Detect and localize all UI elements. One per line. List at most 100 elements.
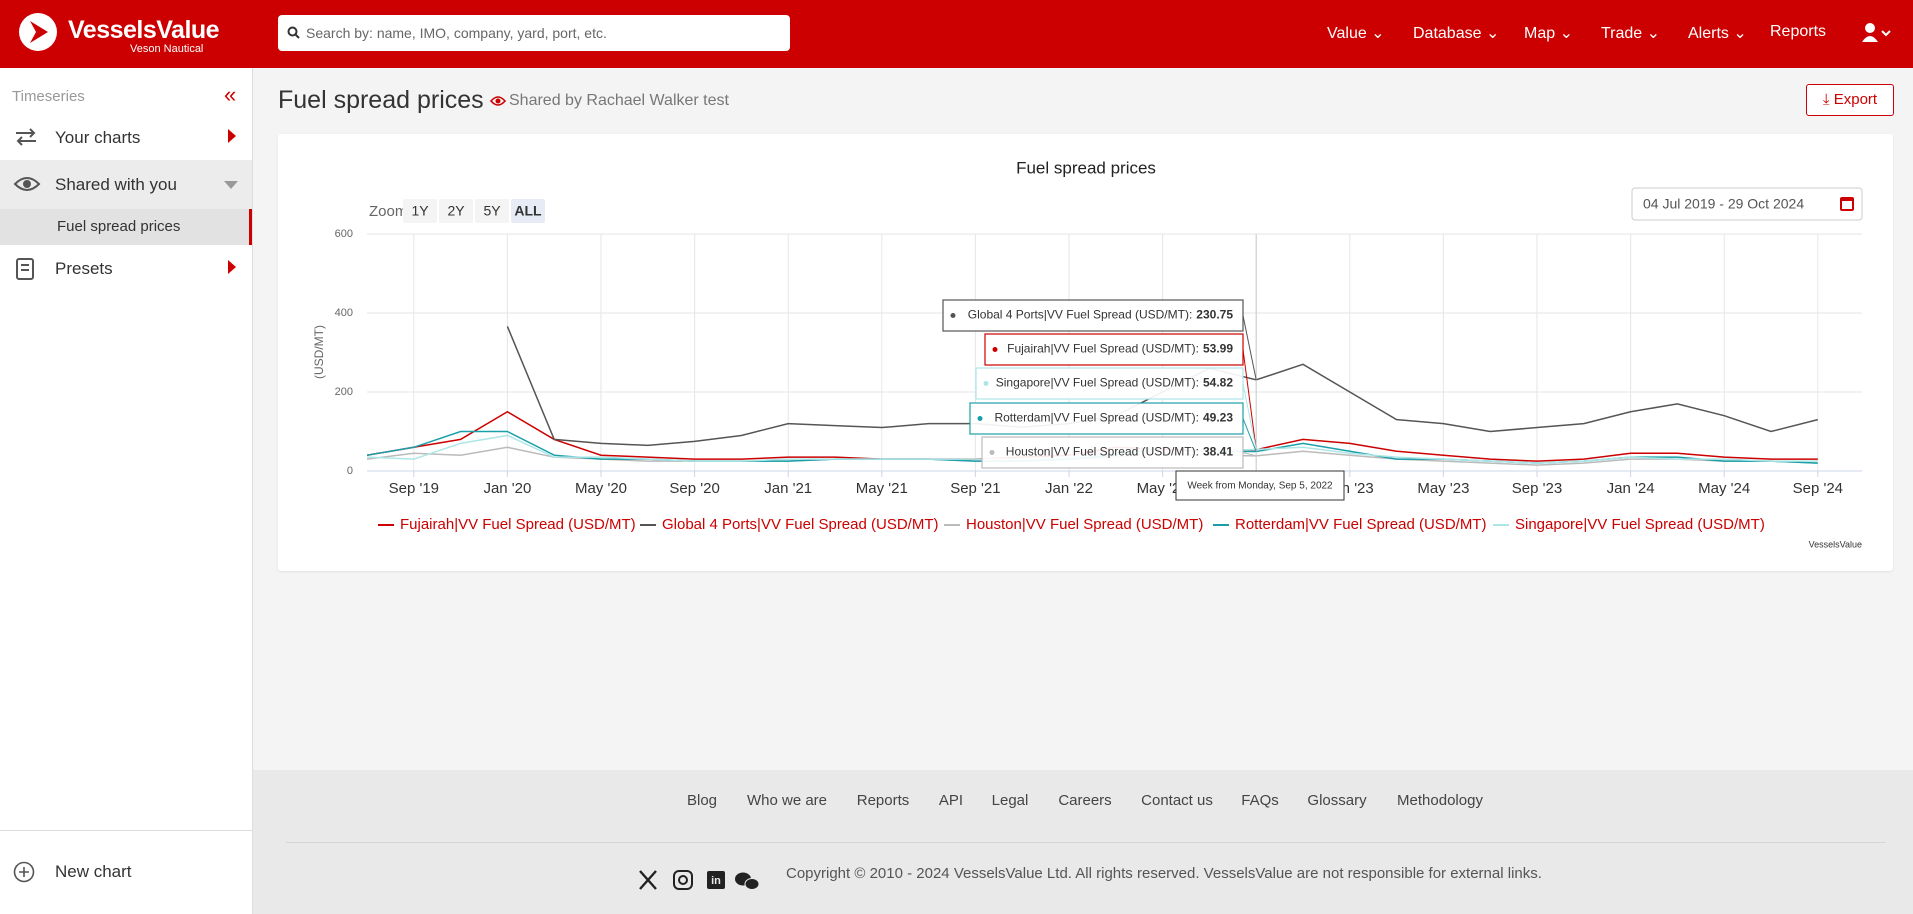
zoom-button-label: 5Y [483,203,501,219]
tooltip-label: Singapore|VV Fuel Spread (USD/MT): [996,376,1199,390]
tooltip-box [975,367,1244,400]
x-tick-label: Jan '21 [764,480,812,497]
shared-icon [490,96,506,106]
x-tick-label: Jan '24 [1607,480,1655,497]
tooltip-text: Singapore|VV Fuel Spread (USD/MT): 54.82 [996,376,1234,390]
nav-item[interactable]: Trade ⌄ [1601,25,1661,42]
nav-label: Database [1413,25,1482,42]
x-tick-label: Sep '21 [950,480,1000,497]
y-axis-label: (USD/MT) [312,325,326,379]
tooltip-date: Week from Monday, Sep 5, 2022 [1187,481,1333,492]
social-icons[interactable]: in [637,868,765,892]
search-icon [287,26,300,39]
y-tick-label: 600 [335,228,353,240]
nav-item[interactable]: Database ⌄ [1413,25,1500,42]
footer-link[interactable]: Blog [686,792,718,809]
y-tick-label: 200 [335,386,353,398]
sidebar-item-bg [0,160,252,209]
footer-link[interactable]: API [938,792,964,809]
tooltip-dot [989,450,995,455]
expand-arrow [228,260,236,274]
footer-link[interactable]: Legal [991,792,1029,809]
legend-label[interactable]: Fujairah|VV Fuel Spread (USD/MT) [400,516,636,533]
user-menu[interactable] [1862,22,1892,44]
svg-text:in: in [711,875,721,887]
new-chart[interactable]: New chart [55,862,132,881]
x-tick-label: May '24 [1698,480,1750,497]
legend-label[interactable]: Global 4 Ports|VV Fuel Spread (USD/MT) [662,516,939,533]
calendar-icon[interactable] [1840,197,1854,211]
nav-label: Value [1327,25,1367,42]
x-tick-label: Sep '20 [669,480,719,497]
x-tick-label: May '21 [856,480,908,497]
footer-link[interactable]: Reports [856,792,910,809]
footer: Blog Who we are Reports API Legal Career… [253,770,1913,914]
legend-label[interactable]: Rotterdam|VV Fuel Spread (USD/MT) [1235,516,1486,533]
tooltip-date-box [1175,470,1345,501]
sidebar-item[interactable]: Your charts [55,128,141,147]
chart: Fuel spread prices Zoom 04 Jul 2019 - 29… [312,158,1863,549]
tooltip-dot [950,313,956,318]
chart-card: Fuel spread prices Zoom 04 Jul 2019 - 29… [278,134,1893,571]
tooltip-connector [1242,349,1257,450]
eye-icon [13,177,41,191]
sidebar-subitem[interactable]: Fuel spread prices [57,218,181,235]
sidebar-item[interactable]: Presets [55,259,113,278]
presets-icon [16,258,34,280]
tooltip-text: Rotterdam|VV Fuel Spread (USD/MT): 49.23 [994,411,1233,425]
tooltip-text: Fujairah|VV Fuel Spread (USD/MT): 53.99 [1007,342,1233,356]
zoom-button[interactable] [475,199,509,223]
x-tick-label: Sep '24 [1793,480,1843,497]
footer-link[interactable]: Who we are [746,792,828,809]
search-box[interactable]: Search by: name, IMO, company, yard, por… [278,15,790,51]
sidebar-item[interactable]: Shared with you [55,175,177,194]
zoom-button[interactable] [439,199,473,223]
tooltip-box [969,402,1244,435]
tooltip-connector [1242,315,1257,380]
footer-link[interactable]: Methodology [1397,792,1483,809]
footer-link[interactable]: FAQs [1241,792,1279,809]
collapse-button[interactable]: « [224,82,237,107]
zoom-button-label: 1Y [411,203,429,219]
legend-label[interactable]: Singapore|VV Fuel Spread (USD/MT) [1515,516,1765,533]
x-tick-label: May '23 [1417,480,1469,497]
footer-link[interactable]: Contact us [1141,792,1213,809]
tooltip-box [981,436,1244,469]
tooltip-connector [1242,418,1257,452]
date-range: 04 Jul 2019 - 29 Oct 2024 [1643,196,1804,212]
nav-label: Map [1524,25,1556,42]
tooltip-value: 230.75 [1196,308,1233,322]
x-tick-label: May '20 [575,480,627,497]
logo-icon [19,13,57,51]
nav-label: Trade [1601,25,1643,42]
date-range-box[interactable] [1631,187,1863,221]
logo[interactable]: VesselsValue [68,16,220,44]
tooltip-dot [977,416,983,421]
zoom-button[interactable] [511,199,545,223]
collapse-arrow [224,181,238,189]
sidebar: Timeseries « Your charts Shared with you… [0,68,253,914]
footer-link[interactable]: Careers [1058,792,1112,809]
nav-item[interactable]: Value ⌄ [1327,25,1385,42]
nav-item[interactable]: Map ⌄ [1524,25,1573,42]
nav-item[interactable]: Reports [1770,23,1827,40]
y-tick-label: 0 [347,465,353,477]
copyright: Copyright © 2010 - 2024 VesselsValue Ltd… [786,865,1542,882]
footer-link[interactable]: Glossary [1307,792,1367,809]
tooltip-dot [983,381,989,386]
legend-label[interactable]: Houston|VV Fuel Spread (USD/MT) [966,516,1203,533]
charts-icon [16,128,36,146]
sidebar-active-bg [0,209,252,245]
zoom-label: Zoom [369,203,407,220]
page-title: Fuel spread prices [278,86,484,114]
chart-title: Fuel spread prices [1016,158,1156,177]
credit: VesselsValue [1809,539,1862,549]
tooltip-label: Fujairah|VV Fuel Spread (USD/MT): [1007,342,1199,356]
export-button[interactable]: ⤓ Export [1806,84,1894,116]
nav-item[interactable]: Alerts ⌄ [1688,25,1747,42]
zoom-button[interactable] [403,199,437,223]
tooltip-label: Global 4 Ports|VV Fuel Spread (USD/MT): [968,308,1193,322]
y-tick-label: 400 [335,307,353,319]
tooltip-dot [992,347,998,352]
